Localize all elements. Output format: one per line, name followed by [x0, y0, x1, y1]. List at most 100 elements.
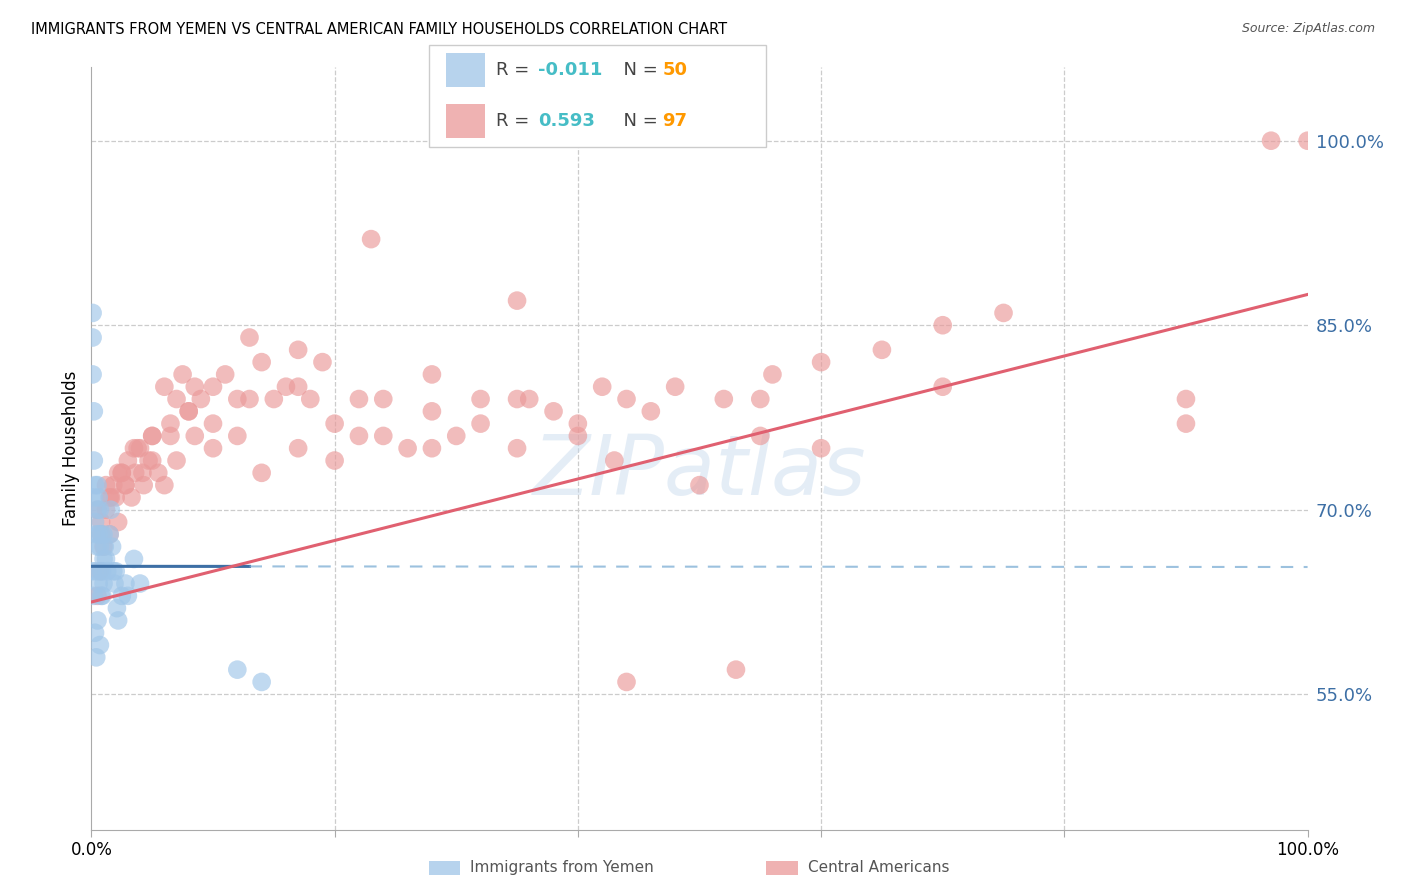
Point — [724, 663, 747, 677]
Point — [238, 330, 260, 344]
Point — [287, 343, 309, 357]
Point — [105, 601, 128, 615]
Point — [111, 589, 134, 603]
Point — [470, 392, 492, 406]
Point — [616, 675, 638, 690]
Point — [94, 502, 117, 516]
Point — [444, 429, 467, 443]
Point — [127, 442, 149, 455]
Point — [172, 368, 194, 382]
Point — [713, 392, 735, 406]
Point — [94, 540, 117, 554]
Point — [93, 552, 115, 566]
Point — [86, 540, 108, 554]
Point — [616, 392, 638, 406]
Point — [84, 515, 107, 529]
Point — [761, 368, 783, 382]
Y-axis label: Family Households: Family Households — [62, 370, 80, 526]
Point — [420, 442, 443, 455]
Point — [299, 392, 322, 406]
Point — [117, 589, 139, 603]
Point — [86, 502, 108, 516]
Point — [141, 429, 163, 443]
Point — [184, 380, 207, 394]
Point — [396, 442, 419, 455]
Point — [107, 515, 129, 529]
Point — [129, 576, 152, 591]
Point — [90, 515, 112, 529]
Point — [82, 368, 104, 382]
Point — [89, 638, 111, 652]
Point — [111, 466, 134, 480]
Point — [287, 380, 309, 394]
Point — [166, 392, 188, 406]
Point — [148, 466, 170, 480]
Point — [470, 417, 492, 431]
Point — [420, 404, 443, 418]
Point — [250, 675, 273, 690]
Point — [226, 392, 249, 406]
Point — [506, 293, 529, 308]
Point — [214, 368, 236, 382]
Point — [84, 650, 107, 665]
Point — [86, 502, 108, 516]
Point — [749, 392, 772, 406]
Point — [100, 491, 122, 505]
Point — [141, 453, 163, 467]
Point — [84, 625, 107, 640]
Text: 50: 50 — [662, 61, 688, 79]
Point — [124, 466, 146, 480]
Point — [131, 466, 153, 480]
Point — [90, 589, 112, 603]
Point — [87, 576, 110, 591]
Point — [153, 478, 176, 492]
Point — [83, 453, 105, 467]
Point — [117, 453, 139, 467]
Point — [94, 552, 117, 566]
Point — [86, 614, 108, 628]
Point — [89, 540, 111, 554]
Text: 97: 97 — [662, 112, 688, 130]
Text: Immigrants from Yemen: Immigrants from Yemen — [470, 860, 654, 874]
Text: R =: R = — [496, 112, 536, 130]
Point — [103, 478, 125, 492]
Point — [93, 576, 115, 591]
Text: Central Americans: Central Americans — [807, 860, 949, 874]
Point — [82, 564, 104, 578]
Point — [311, 355, 333, 369]
Text: N =: N = — [612, 61, 664, 79]
Point — [100, 502, 122, 516]
Point — [98, 527, 121, 541]
Point — [810, 355, 832, 369]
Point — [567, 429, 589, 443]
Text: Source: ZipAtlas.com: Source: ZipAtlas.com — [1241, 22, 1375, 36]
Point — [83, 589, 105, 603]
Point — [103, 576, 125, 591]
Point — [373, 429, 395, 443]
Point — [274, 380, 297, 394]
Point — [89, 502, 111, 516]
Point — [122, 442, 145, 455]
Point — [159, 429, 181, 443]
Point — [202, 417, 225, 431]
Point — [129, 442, 152, 455]
Point — [82, 306, 104, 320]
Point — [93, 540, 115, 554]
Point — [87, 527, 110, 541]
Point — [104, 491, 127, 505]
Point — [603, 453, 626, 467]
Point — [121, 491, 143, 505]
Point — [86, 478, 108, 492]
Point — [749, 429, 772, 443]
Point — [93, 527, 115, 541]
Point — [640, 404, 662, 418]
Point — [89, 564, 111, 578]
Point — [287, 442, 309, 455]
Point — [166, 453, 188, 467]
Point — [870, 343, 893, 357]
Point — [543, 404, 565, 418]
Point — [226, 663, 249, 677]
Point — [591, 380, 613, 394]
Point — [122, 552, 145, 566]
Point — [1260, 134, 1282, 148]
